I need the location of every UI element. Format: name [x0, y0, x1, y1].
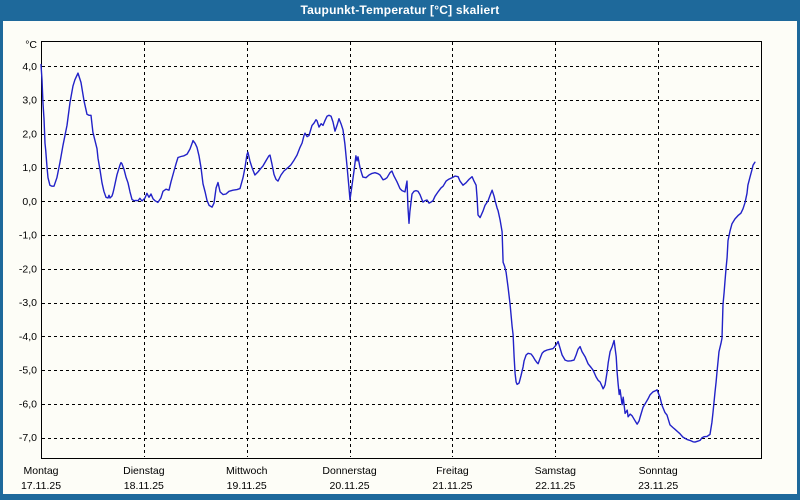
- x-date-label: 19.11.25: [227, 480, 267, 492]
- y-tick-label: -2,0: [19, 263, 37, 275]
- x-day-label: Mittwoch: [226, 465, 268, 477]
- y-tick-label: -5,0: [19, 365, 37, 377]
- x-day-label: Montag: [23, 465, 58, 477]
- y-tick-label: -4,0: [19, 331, 37, 343]
- y-tick-label: -1,0: [19, 230, 37, 242]
- x-date-label: 20.11.25: [330, 480, 370, 492]
- x-day-label: Donnerstag: [322, 465, 376, 477]
- plot-border: [41, 41, 762, 459]
- dewpoint-series-line: [40, 63, 756, 443]
- y-tick-label: -3,0: [19, 297, 37, 309]
- y-tick-label: -6,0: [19, 398, 37, 410]
- chart-title: Taupunkt-Temperatur [°C] skaliert: [300, 3, 500, 17]
- x-day-label: Dienstag: [123, 465, 165, 477]
- y-tick-label: 1,0: [22, 162, 37, 174]
- x-day-label: Samstag: [535, 465, 577, 477]
- x-day-label: Freitag: [436, 465, 469, 477]
- x-date-label: 23.11.25: [638, 480, 678, 492]
- title-bar: Taupunkt-Temperatur [°C] skaliert: [3, 0, 797, 21]
- y-tick-label: 4,0: [22, 61, 37, 73]
- y-tick-label: 2,0: [22, 128, 37, 140]
- x-day-label: Sonntag: [639, 465, 678, 477]
- y-axis-unit-label: °C: [25, 39, 37, 51]
- chart-area: 4,0 3,0 2,0 1,0 0,0 -1,0 -2,0 -3,0 -4,0 -5,0 -6,0 -…: [3, 21, 797, 494]
- y-tick-label: 3,0: [22, 95, 37, 107]
- x-date-label: 17.11.25: [21, 480, 61, 492]
- y-tick-label: -7,0: [19, 432, 37, 444]
- dewpoint-line-chart: 4,0 3,0 2,0 1,0 0,0 -1,0 -2,0 -3,0 -4,0 -5,0 -6,0 -…: [19, 39, 762, 492]
- x-date-label: 21.11.25: [432, 480, 472, 492]
- x-date-label: 22.11.25: [535, 480, 575, 492]
- x-date-label: 18.11.25: [124, 480, 164, 492]
- y-tick-label: 0,0: [22, 196, 37, 208]
